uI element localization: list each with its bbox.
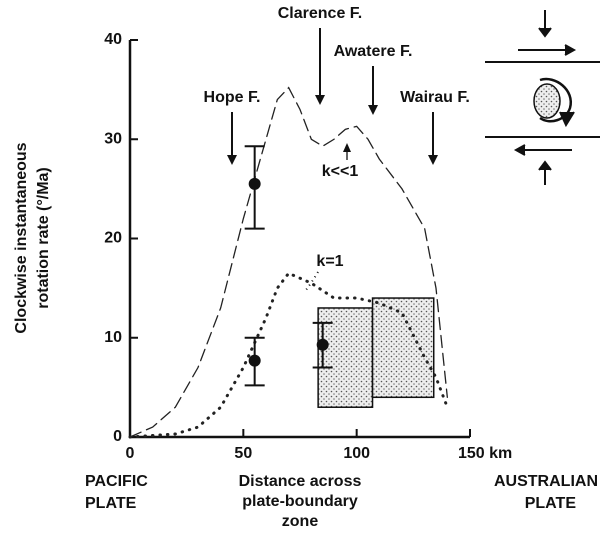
y-tick-label: 20	[104, 230, 122, 247]
y-tick-label: 30	[104, 130, 122, 147]
y-axis-label: rotation rate (°/Ma)	[35, 167, 52, 309]
x-axis-label: plate-boundary	[242, 493, 358, 510]
data-point	[249, 355, 261, 367]
y-axis-label: Clockwise instantaneous	[13, 142, 30, 333]
fault-label: Clarence F.	[278, 5, 362, 22]
data-point	[317, 339, 329, 351]
fault-arrowhead	[428, 155, 438, 165]
fault-label: Awatere F.	[334, 43, 413, 60]
curve-label: k<<1	[322, 163, 359, 180]
y-tick-label: 10	[104, 329, 122, 346]
fault-arrowhead	[315, 95, 325, 105]
side-label: PLATE	[85, 495, 137, 512]
annotation-arrowhead	[343, 143, 351, 152]
chart: 0 10 20 30 40 0 50 100 150 km Clockwise instantan…	[0, 0, 604, 549]
y-tick-label: 0	[113, 428, 122, 445]
x-tick-label: 150 km	[458, 445, 512, 462]
curve-label: k=1	[316, 253, 343, 270]
side-label: PLATE	[525, 495, 577, 512]
data-point	[249, 178, 261, 190]
x-tick-label: 0	[126, 445, 135, 462]
x-tick-label: 50	[234, 445, 252, 462]
fault-arrowhead	[227, 155, 237, 165]
fault-label: Hope F.	[204, 89, 261, 106]
y-tick-label: 40	[104, 31, 122, 48]
side-label: PACIFIC	[85, 473, 148, 490]
x-axis-label: Distance across	[239, 473, 362, 490]
x-axis-label: zone	[282, 513, 319, 530]
fault-label: Wairau F.	[400, 89, 470, 106]
fault-arrowhead	[368, 105, 378, 115]
range-box	[373, 298, 434, 397]
x-tick-label: 100	[343, 445, 370, 462]
inset-diagram	[485, 10, 600, 185]
side-label: AUSTRALIAN	[494, 473, 598, 490]
